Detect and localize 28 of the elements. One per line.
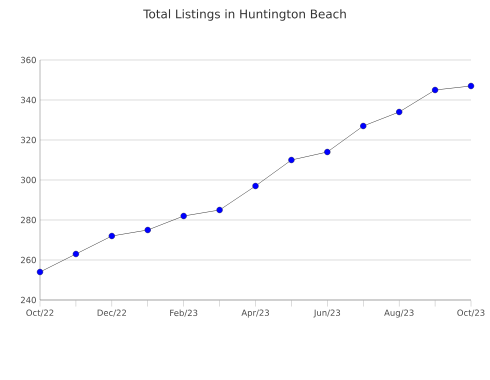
x-tick-label: Oct/23 bbox=[457, 310, 484, 317]
y-tick-label: 320 bbox=[20, 136, 36, 144]
point bbox=[432, 86, 438, 94]
y-tick-label: 260 bbox=[20, 256, 36, 264]
x-tick-label: Jun/23 bbox=[313, 310, 340, 318]
y-tick-label: 340 bbox=[20, 96, 36, 104]
x-tick-label: Feb/23 bbox=[170, 310, 198, 317]
point bbox=[288, 156, 295, 164]
point bbox=[360, 122, 366, 130]
point bbox=[468, 82, 474, 90]
point bbox=[324, 148, 331, 156]
x-tick-label: Oct/22 bbox=[26, 310, 54, 317]
point bbox=[180, 212, 187, 220]
y-tick-label: 300 bbox=[20, 176, 36, 184]
point bbox=[396, 108, 402, 116]
x-tick-label: Aug/23 bbox=[384, 310, 414, 318]
point bbox=[144, 226, 151, 234]
point bbox=[252, 182, 259, 190]
point bbox=[216, 206, 223, 214]
y-tick-label: 240 bbox=[20, 296, 36, 304]
x-tick-label: Dec/22 bbox=[98, 310, 126, 317]
point bbox=[36, 268, 44, 276]
y-tick-label: 360 bbox=[20, 56, 36, 64]
chart-title: Total Listings in Huntington Beach bbox=[143, 9, 346, 21]
point bbox=[108, 232, 116, 240]
y-tick-label: 280 bbox=[20, 216, 36, 224]
x-tick-label: Apr/23 bbox=[241, 310, 269, 318]
point bbox=[72, 250, 80, 258]
